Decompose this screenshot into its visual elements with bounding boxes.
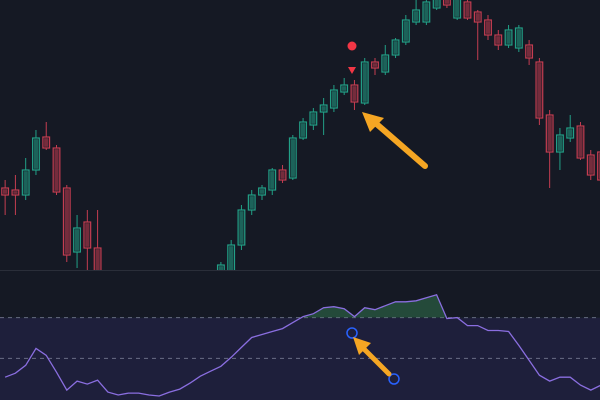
signal-triangle — [348, 67, 356, 74]
arrow-head — [353, 337, 371, 355]
candle-body-fill — [475, 13, 480, 21]
candle-body-fill — [496, 36, 501, 44]
candle-body-fill — [229, 246, 234, 270]
candle-body-fill — [300, 123, 306, 137]
candle-body-fill — [516, 29, 521, 47]
candle-body-fill — [85, 223, 90, 247]
candle-body-fill — [280, 171, 285, 179]
candle-body-fill — [54, 149, 59, 191]
candle-body-fill — [342, 86, 347, 91]
candle-body-fill — [383, 56, 388, 71]
oscillator-pane — [0, 294, 600, 400]
candle-body-fill — [465, 3, 470, 17]
candle-body-fill — [239, 211, 244, 244]
highlight-circle — [388, 373, 400, 385]
candle-body-fill — [547, 116, 552, 151]
highlight-circle — [346, 327, 358, 339]
candle-body-fill — [64, 189, 69, 254]
candle-body-fill — [537, 63, 542, 117]
candle-body-fill — [393, 41, 398, 54]
signal-dot — [347, 41, 357, 51]
candle-body-fill — [33, 139, 39, 169]
candle-body-fill — [526, 46, 532, 57]
price-pane — [1, 0, 600, 270]
candle-body-fill — [485, 21, 491, 34]
candle-body-fill — [598, 153, 600, 179]
candle-body-fill — [362, 63, 367, 102]
candle-body-fill — [557, 136, 563, 151]
arrow — [369, 117, 428, 169]
candle-body-fill — [424, 3, 429, 21]
candle-body-fill — [444, 0, 450, 4]
arrow-head — [362, 112, 384, 132]
candle-body-fill — [23, 171, 28, 194]
candle-body-fill — [506, 31, 511, 44]
candle-body-fill — [568, 129, 573, 137]
candle-body-fill — [44, 138, 49, 147]
candle-body-fill — [13, 191, 18, 194]
candle-body-fill — [588, 156, 593, 174]
candle-body-fill — [259, 189, 265, 194]
candle-body-fill — [434, 0, 439, 7]
candle-body-fill — [311, 113, 316, 124]
candle-body-fill — [95, 249, 100, 270]
candle-body-fill — [352, 86, 357, 101]
candle-body-fill — [249, 196, 254, 209]
candle-body-fill — [74, 229, 80, 251]
candle-body-fill — [270, 171, 275, 189]
arrow — [357, 342, 392, 377]
candle-body-fill — [290, 139, 295, 177]
candle-body-fill — [413, 11, 419, 21]
candle-body-fill — [403, 21, 408, 41]
candle-body-fill — [2, 189, 8, 194]
candle-body-fill — [455, 0, 460, 17]
candle-body-fill — [321, 106, 326, 111]
candle-body — [597, 151, 600, 181]
oscillator-line — [4, 294, 600, 397]
candle-body-fill — [331, 91, 337, 107]
candle-body-fill — [578, 127, 583, 157]
candle-body-fill — [372, 63, 378, 67]
candle-body-fill — [218, 266, 224, 270]
